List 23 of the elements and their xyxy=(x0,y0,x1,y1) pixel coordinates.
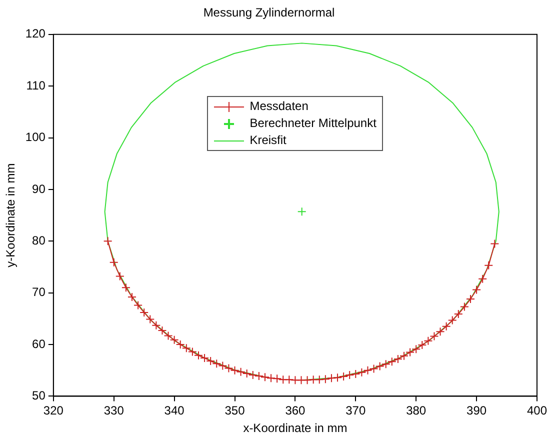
y-tick-label: 120 xyxy=(25,26,46,41)
x-tick-label: 350 xyxy=(224,404,246,418)
y-tick-label: 70 xyxy=(32,285,46,300)
chart-title: Messung Zylindernormal xyxy=(203,6,335,20)
y-tick-label: 110 xyxy=(26,78,46,92)
x-axis-title: x-Koordinate in mm xyxy=(243,421,348,436)
legend-label: Kreisfit xyxy=(250,132,286,150)
x-tick-label: 370 xyxy=(346,404,366,418)
x-tick-label: 380 xyxy=(406,404,426,418)
x-tick-label: 400 xyxy=(526,404,548,418)
x-tick-label: 360 xyxy=(285,404,306,418)
y-axis-title: y-Koordinate in mm xyxy=(4,163,18,268)
x-tick-label: 340 xyxy=(164,404,185,418)
y-tick-label: 80 xyxy=(32,233,46,248)
x-tick-label: 390 xyxy=(466,404,487,418)
y-tick-label: 100 xyxy=(25,130,46,144)
x-tick-label: 320 xyxy=(43,404,64,418)
x-tick-label: 330 xyxy=(104,404,124,418)
y-tick-label: 90 xyxy=(32,182,46,196)
y-tick-label: 60 xyxy=(32,336,46,351)
legend-label: Berechneter Mittelpunkt xyxy=(250,115,376,132)
y-tick-label: 50 xyxy=(32,388,46,403)
legend-label: Messdaten xyxy=(250,98,308,116)
